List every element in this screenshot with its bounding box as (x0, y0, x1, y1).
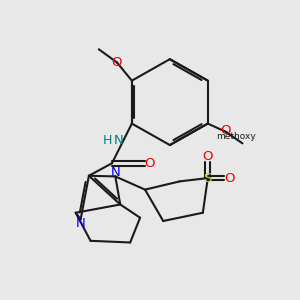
Text: methoxy: methoxy (217, 132, 256, 141)
Text: N: N (110, 167, 120, 179)
Text: O: O (221, 124, 231, 137)
Text: O: O (144, 157, 155, 170)
Text: N: N (76, 217, 86, 230)
Text: O: O (224, 172, 235, 184)
Text: N: N (113, 134, 123, 147)
Text: H: H (103, 134, 112, 147)
Text: S: S (204, 172, 212, 184)
Text: O: O (202, 150, 213, 163)
Text: O: O (112, 56, 122, 69)
